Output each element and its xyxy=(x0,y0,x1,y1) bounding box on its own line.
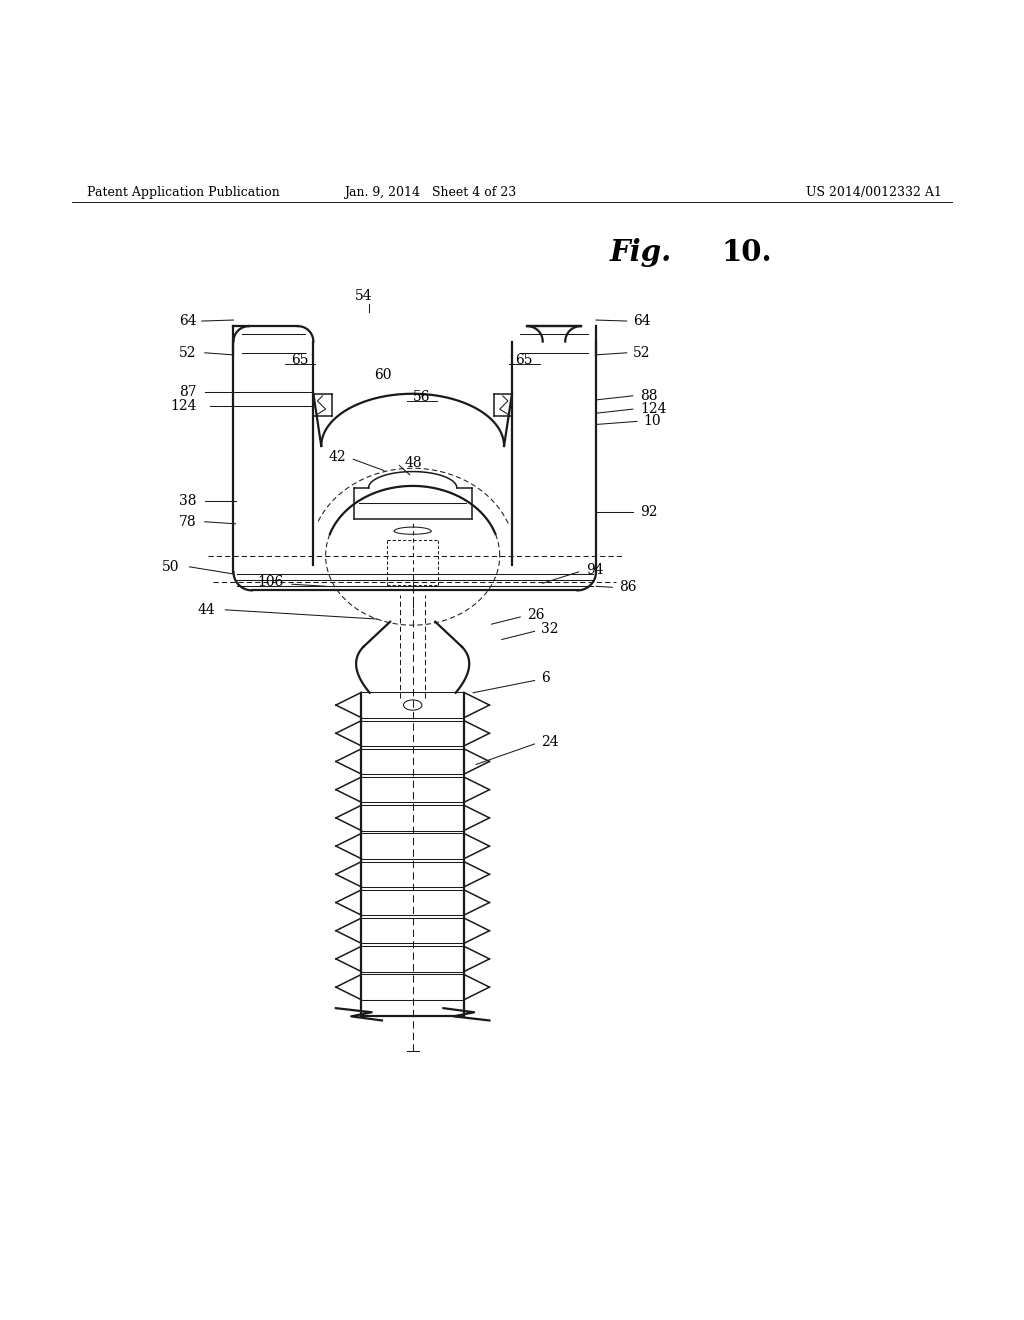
Text: 26: 26 xyxy=(527,609,545,622)
Text: 60: 60 xyxy=(374,368,391,383)
Text: 52: 52 xyxy=(179,346,197,360)
Text: 6: 6 xyxy=(541,672,550,685)
Text: 54: 54 xyxy=(354,289,373,304)
Text: 92: 92 xyxy=(640,504,657,519)
Text: 32: 32 xyxy=(541,622,558,636)
Text: 94: 94 xyxy=(586,562,603,577)
Text: 38: 38 xyxy=(179,494,197,508)
Text: 48: 48 xyxy=(404,457,422,470)
Text: Patent Application Publication: Patent Application Publication xyxy=(87,186,280,199)
Text: 88: 88 xyxy=(640,389,657,403)
Text: 64: 64 xyxy=(633,314,650,329)
Text: 56: 56 xyxy=(413,389,431,404)
Text: 52: 52 xyxy=(633,346,650,360)
Text: 50: 50 xyxy=(162,560,179,574)
Text: Fig.: Fig. xyxy=(609,238,672,267)
Text: 65: 65 xyxy=(515,352,534,367)
Text: 106: 106 xyxy=(257,576,284,589)
Text: 65: 65 xyxy=(291,352,309,367)
Text: 124: 124 xyxy=(170,399,197,413)
Text: 24: 24 xyxy=(541,735,558,748)
Text: 42: 42 xyxy=(329,450,346,465)
Text: 86: 86 xyxy=(620,581,637,594)
Text: 44: 44 xyxy=(198,603,215,616)
Text: US 2014/0012332 A1: US 2014/0012332 A1 xyxy=(806,186,942,199)
Ellipse shape xyxy=(403,700,422,710)
Text: 78: 78 xyxy=(179,515,197,529)
Text: Jan. 9, 2014   Sheet 4 of 23: Jan. 9, 2014 Sheet 4 of 23 xyxy=(344,186,516,199)
Text: 10: 10 xyxy=(643,414,660,429)
Text: 124: 124 xyxy=(640,403,667,416)
Text: 87: 87 xyxy=(179,384,197,399)
Text: 10.: 10. xyxy=(722,238,772,267)
Text: 64: 64 xyxy=(179,314,197,329)
